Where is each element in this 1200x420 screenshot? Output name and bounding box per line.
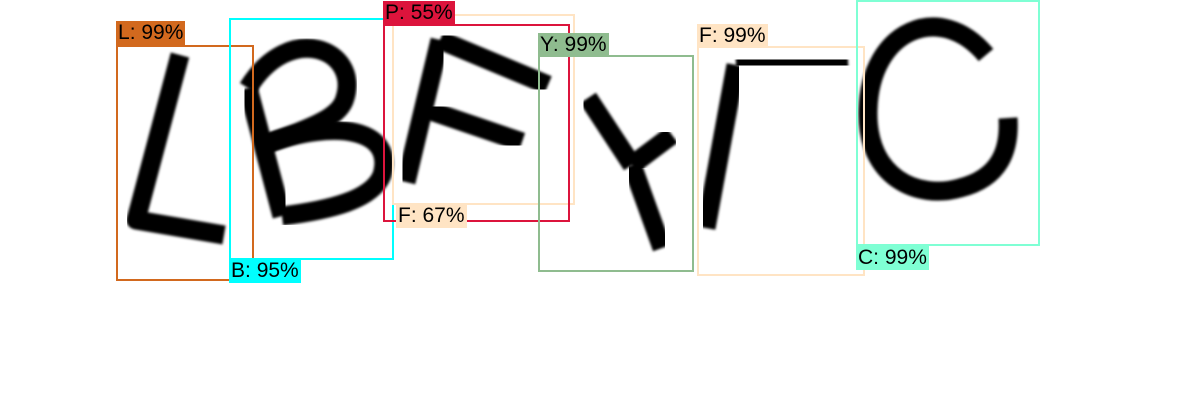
tag-f: F: 99%	[697, 24, 768, 48]
bbox-p	[383, 24, 570, 222]
glyph-f-rotated	[396, 31, 552, 185]
glyph-c	[858, 17, 1018, 201]
bbox-f	[697, 46, 865, 276]
tag-p: P: 55%	[383, 1, 455, 25]
tag-b: B: 95%	[229, 259, 301, 283]
glyph-l	[126, 52, 226, 245]
bbox-c	[856, 0, 1040, 246]
bbox-y	[538, 55, 694, 272]
bbox-f-low-confidence	[392, 14, 575, 205]
tag-f-low-confidence: F: 67%	[396, 204, 467, 228]
bbox-l	[116, 45, 254, 281]
tag-y: Y: 99%	[538, 33, 609, 57]
tag-l: L: 99%	[116, 21, 186, 45]
glyph-y	[580, 92, 678, 252]
bbox-b	[229, 18, 394, 260]
tag-c: C: 99%	[856, 246, 929, 270]
glyph-f	[696, 50, 849, 230]
